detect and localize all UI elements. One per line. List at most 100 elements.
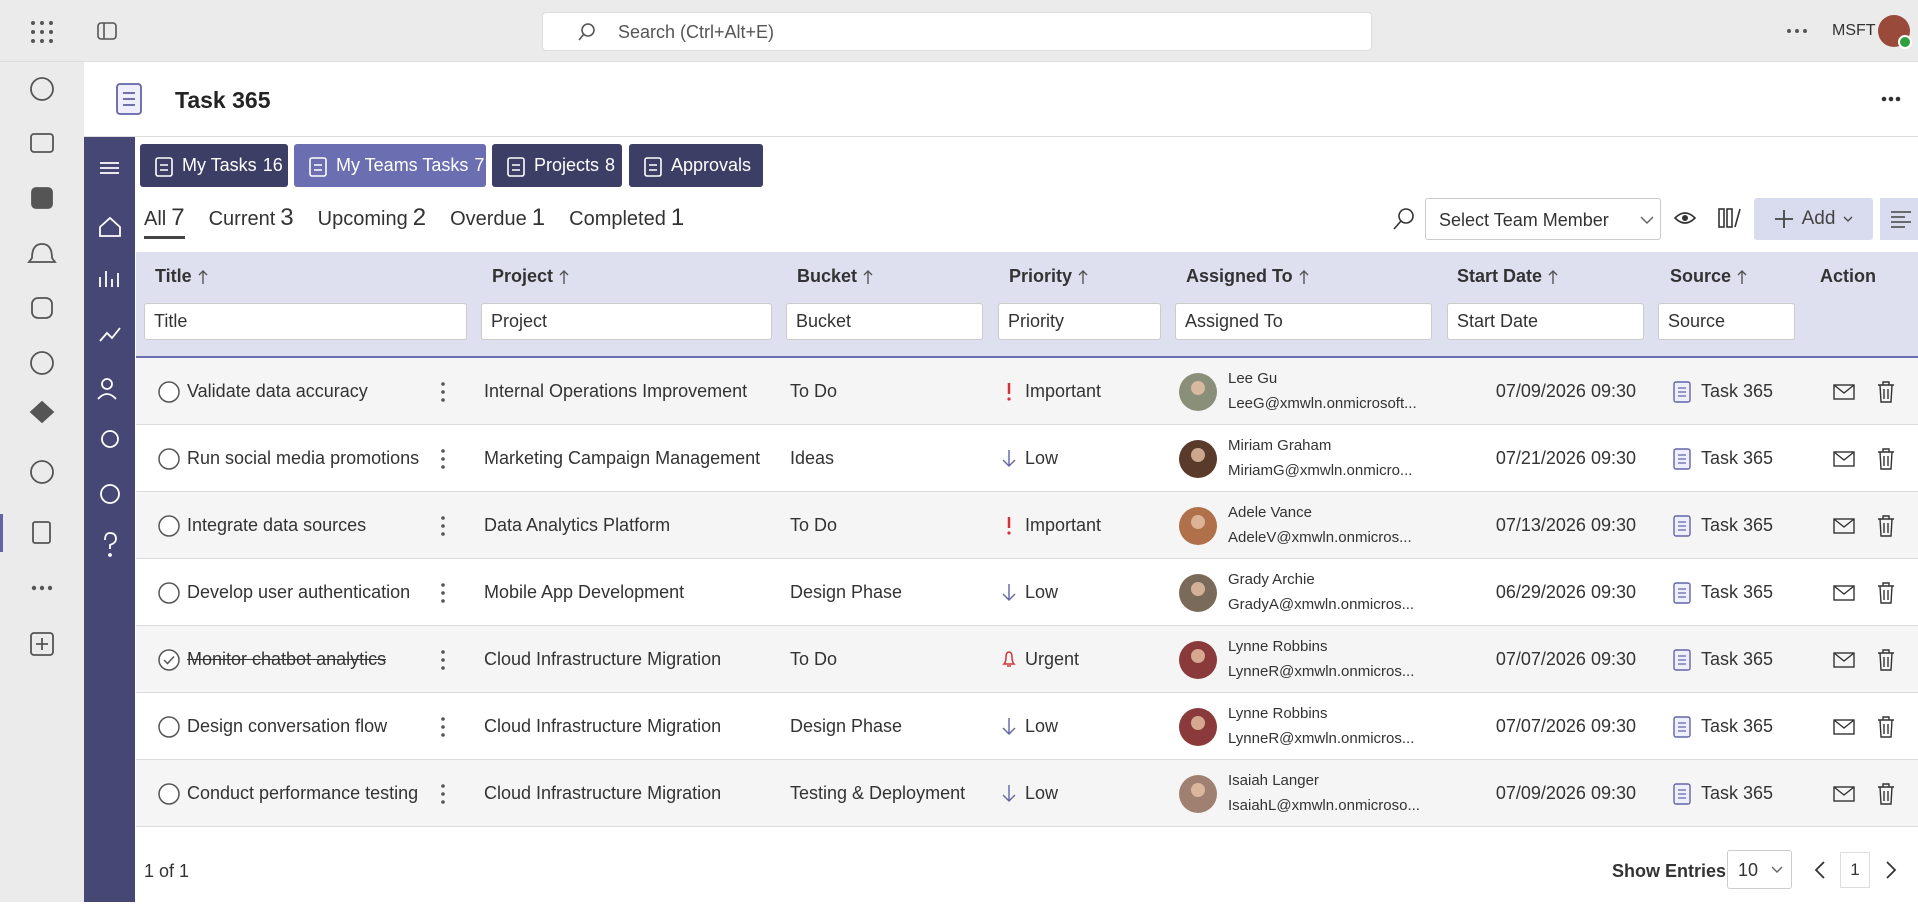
tab[interactable]: Projects 8	[492, 144, 622, 187]
source-icon-svg	[1673, 582, 1691, 604]
page-number: 1	[1850, 860, 1860, 879]
status-filter[interactable]: Upcoming 2	[318, 204, 426, 239]
tab-count: 7	[474, 155, 485, 175]
team-member-select[interactable]: Select Team Member	[1425, 198, 1661, 240]
complete-checkbox-svg	[158, 649, 180, 671]
column-filter-input[interactable]: Priority	[998, 303, 1161, 340]
row-menu[interactable]	[440, 448, 446, 475]
column-filter-input[interactable]: Title	[144, 303, 467, 340]
status-filter[interactable]: Current 3	[209, 204, 294, 239]
source-icon-svg	[1673, 381, 1691, 403]
delete-action[interactable]	[1877, 381, 1895, 408]
column-filter-input[interactable]: Bucket	[786, 303, 983, 340]
side-nav-icons	[97, 162, 121, 557]
view-toggle[interactable]	[1673, 207, 1697, 229]
column-header[interactable]: Start Date	[1457, 266, 1558, 287]
prev-page[interactable]	[1814, 860, 1826, 880]
search-toggle[interactable]	[1391, 206, 1417, 232]
assignee-avatar	[1178, 640, 1218, 685]
delete-action[interactable]	[1877, 448, 1895, 475]
filter-label: All	[144, 208, 167, 230]
row-menu[interactable]	[440, 381, 446, 408]
next-page[interactable]	[1885, 860, 1897, 880]
task-project: Cloud Infrastructure Migration	[484, 716, 722, 736]
complete-checkbox[interactable]	[157, 447, 181, 476]
task-project: Cloud Infrastructure Migration	[484, 783, 722, 803]
complete-checkbox[interactable]	[157, 514, 181, 543]
complete-checkbox-svg	[158, 582, 180, 604]
page-button[interactable]: 1	[1840, 852, 1870, 888]
column-header[interactable]: Bucket	[797, 266, 873, 287]
add-label: Add	[1801, 208, 1836, 229]
column-filter-input[interactable]: Start Date	[1447, 303, 1644, 340]
email-action[interactable]	[1833, 384, 1855, 405]
assignee-name: Miriam Graham	[1228, 437, 1332, 454]
task-project: Marketing Campaign Management	[484, 448, 761, 468]
list-view-button[interactable]	[1880, 198, 1918, 240]
app-launcher[interactable]	[30, 20, 54, 44]
delete-action[interactable]	[1877, 649, 1895, 676]
email-action[interactable]	[1833, 585, 1855, 606]
more-menu[interactable]	[1786, 28, 1808, 34]
app-more[interactable]	[1881, 96, 1901, 102]
email-action[interactable]	[1833, 652, 1855, 673]
task-title: Validate data accuracy	[187, 381, 368, 401]
email-action[interactable]	[1833, 719, 1855, 740]
source-icon	[1672, 380, 1692, 409]
column-header[interactable]: Title	[155, 266, 208, 287]
priority-icon	[1002, 448, 1016, 475]
status-filter[interactable]: All 7	[144, 204, 185, 239]
delete-action-svg	[1878, 716, 1894, 738]
assignee-name: Adele Vance	[1228, 504, 1312, 521]
column-filter-input[interactable]: Assigned To	[1175, 303, 1432, 340]
column-header[interactable]: Assigned To	[1186, 266, 1309, 287]
column-header[interactable]: Priority	[1009, 266, 1088, 287]
complete-checkbox[interactable]	[157, 782, 181, 811]
status-filter[interactable]: Completed 1	[569, 204, 684, 239]
add-button[interactable]: Add	[1754, 198, 1873, 240]
complete-checkbox[interactable]	[157, 715, 181, 744]
row-menu[interactable]	[440, 582, 446, 609]
column-title: Bucket	[797, 266, 858, 286]
task-project: Data Analytics Platform	[484, 515, 671, 535]
tab-count: 8	[605, 155, 616, 175]
column-filter-input[interactable]: Source	[1658, 303, 1795, 340]
task-source: Task 365	[1701, 381, 1774, 401]
email-action[interactable]	[1833, 518, 1855, 539]
row-menu[interactable]	[440, 716, 446, 743]
tab[interactable]: Approvals	[629, 144, 763, 187]
delete-action[interactable]	[1877, 716, 1895, 743]
delete-action[interactable]	[1877, 582, 1895, 609]
sidebar-toggle[interactable]	[97, 22, 117, 40]
task-title: Develop user authentication	[187, 582, 411, 602]
sort-arrow	[1548, 269, 1558, 284]
entries-select[interactable]: 10	[1727, 850, 1792, 889]
column-filter-input[interactable]: Project	[481, 303, 772, 340]
delete-action[interactable]	[1877, 515, 1895, 542]
task-source: Task 365	[1701, 649, 1774, 669]
user-avatar[interactable]	[1877, 14, 1913, 50]
complete-checkbox[interactable]	[157, 581, 181, 610]
row-menu[interactable]	[440, 649, 446, 676]
assignee-avatar	[1178, 372, 1218, 417]
tab[interactable]: My Teams Tasks 7	[294, 144, 486, 187]
assignee-email: MiriamG@xmwln.onmicro...	[1228, 462, 1413, 479]
row-menu[interactable]	[440, 783, 446, 810]
status-filter[interactable]: Overdue 1	[450, 204, 545, 239]
row-menu[interactable]	[440, 515, 446, 542]
assignee-avatar	[1178, 439, 1218, 484]
app-title: Task 365	[175, 87, 271, 113]
column-title: Start Date	[1457, 266, 1543, 286]
column-header[interactable]: Source	[1670, 266, 1747, 287]
search-box[interactable]: Search (Ctrl+Alt+E)	[542, 12, 1372, 51]
column-header[interactable]: Project	[492, 266, 569, 287]
email-action[interactable]	[1833, 786, 1855, 807]
assignee-email: LeeG@xmwln.onmicrosoft...	[1228, 395, 1417, 412]
delete-action[interactable]	[1877, 783, 1895, 810]
email-action[interactable]	[1833, 451, 1855, 472]
row-menu-svg	[441, 784, 445, 804]
column-picker[interactable]	[1717, 205, 1743, 231]
complete-checkbox[interactable]	[157, 648, 181, 677]
tab[interactable]: My Tasks 16	[140, 144, 288, 187]
complete-checkbox[interactable]	[157, 380, 181, 409]
